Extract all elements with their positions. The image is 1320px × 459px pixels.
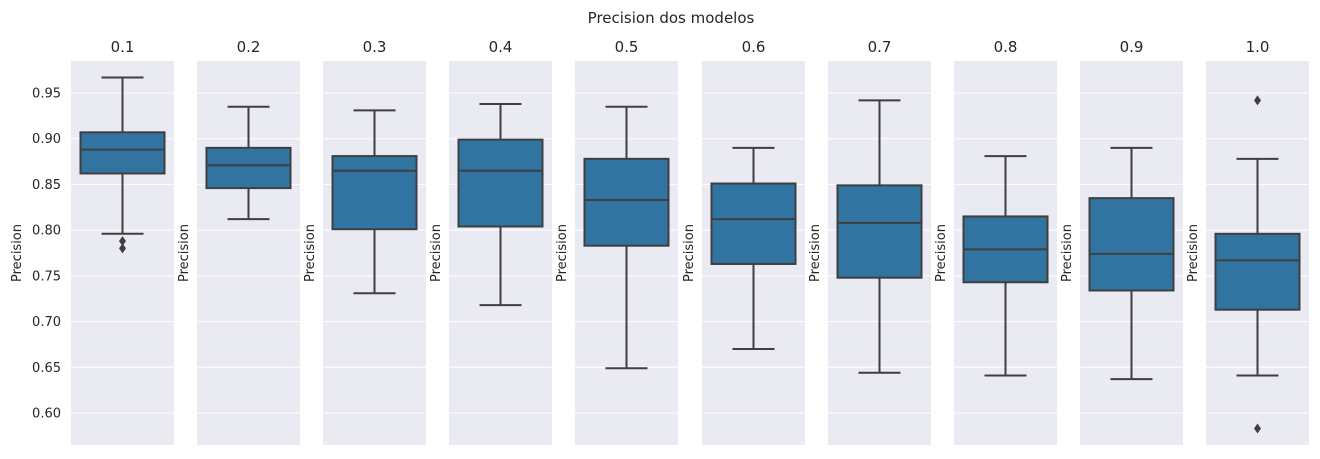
outlier-point <box>1254 423 1261 434</box>
box <box>836 184 923 279</box>
y-axis-label: Precision <box>1186 224 1201 282</box>
panel-title: 0.2 <box>237 38 261 56</box>
panel-title: 0.6 <box>742 38 766 56</box>
panel-title: 0.5 <box>615 38 639 56</box>
y-axis-label: Precision <box>934 224 949 282</box>
panel-title: 0.9 <box>1120 38 1144 56</box>
box <box>710 182 797 265</box>
y-axis-label: Precision <box>808 224 823 282</box>
panel-title: 1.0 <box>1246 38 1270 56</box>
panel-title: 0.1 <box>111 38 135 56</box>
box <box>1088 197 1175 292</box>
y-tick-label: 0.90 <box>32 132 61 147</box>
box <box>79 131 166 175</box>
y-axis-label: Precision <box>429 224 444 282</box>
panel-title: 0.7 <box>868 38 892 56</box>
y-tick-label: 0.75 <box>32 269 61 284</box>
y-tick-label: 0.85 <box>32 178 61 193</box>
y-tick-label: 0.60 <box>32 407 61 422</box>
y-axis-label: Precision <box>303 224 318 282</box>
y-axis-label: Precision <box>1060 224 1075 282</box>
outlier-point <box>119 236 126 247</box>
box <box>583 157 670 247</box>
box <box>457 138 544 228</box>
y-axis-label: Precision <box>682 224 697 282</box>
y-axis-label: Precision <box>177 224 192 282</box>
y-tick-label: 0.70 <box>32 315 61 330</box>
panel-title: 0.3 <box>363 38 387 56</box>
panel-title: 0.4 <box>489 38 513 56</box>
outlier-point <box>119 243 126 254</box>
y-tick-label: 0.65 <box>32 361 61 376</box>
box <box>331 155 418 231</box>
y-tick-label: 0.80 <box>32 224 61 239</box>
figure-suptitle: Precision dos modelos <box>588 9 755 27</box>
box <box>1214 232 1301 311</box>
panel-title: 0.8 <box>994 38 1018 56</box>
y-axis-label: Precision <box>555 224 570 282</box>
y-axis-label: Precision <box>10 224 25 282</box>
box <box>205 146 292 190</box>
outlier-point <box>1254 95 1261 106</box>
y-tick-label: 0.95 <box>32 87 61 102</box>
